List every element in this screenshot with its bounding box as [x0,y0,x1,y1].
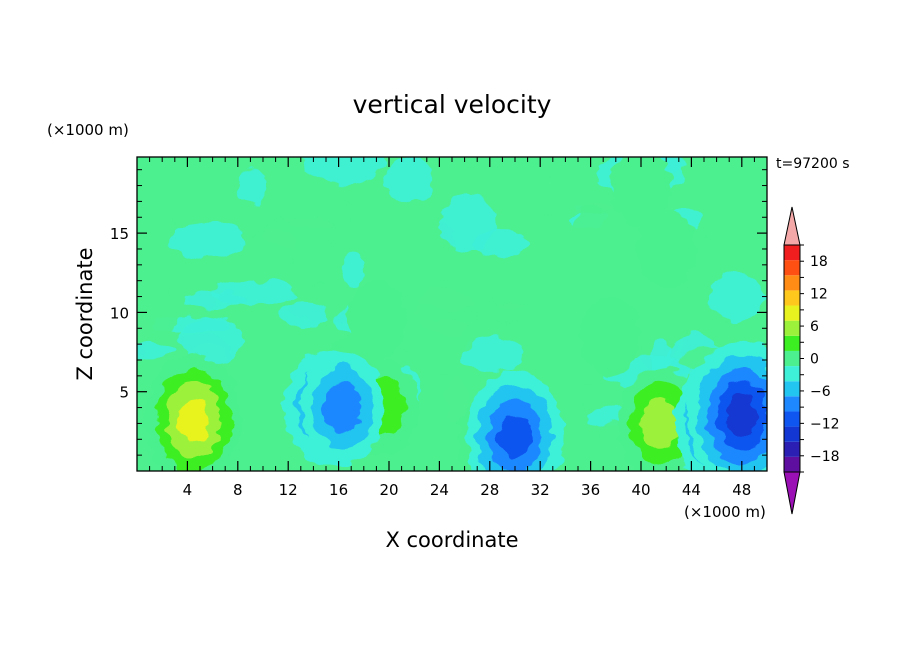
colorbar-bin [784,260,800,276]
colorbar-bin [784,305,800,321]
colorbar-bin [784,275,800,291]
y-unit-label: (×1000 m) [47,121,129,139]
contour-level [346,281,407,360]
texture-patch [263,217,342,249]
colorbar-bin [784,245,800,261]
contour-feature [300,350,385,465]
texture-patch [237,166,267,203]
contour-level [611,157,671,225]
x-tick-label: 48 [732,481,751,499]
contour-plot-area [136,156,768,472]
texture-patch [576,382,613,409]
colorbar-bin [784,396,800,412]
x-axis: 4 8 12 16 20 24 28 32 36 40 44 48 [149,157,755,499]
texture-patch [708,273,764,324]
contour-level [641,398,679,449]
colorbar-bin [784,335,800,351]
texture-patch [301,157,385,184]
y-tick-label: 10 [110,304,129,322]
colorbar-label: 12 [810,287,828,303]
texture-patch [481,163,563,177]
x-tick-label: 28 [480,481,499,499]
contour-feature [687,340,767,471]
colorbar-bin [784,320,800,336]
x-tick-label: 8 [233,481,243,499]
texture-patch [278,302,330,328]
chart-title: vertical velocity [353,90,552,119]
contour-level [636,209,697,288]
x-tick-label: 4 [183,481,193,499]
contour-level [579,297,640,376]
texture-patch [461,337,526,373]
contour-level [177,397,211,444]
colorbar-under-arrow [783,471,801,515]
y-tick-label: 15 [110,225,129,243]
colorbar-bin [784,426,800,442]
contour-level [498,413,532,460]
contour-feature [611,157,671,225]
colorbar-bin [784,456,800,472]
colorbar-bin [784,381,800,397]
colorbar-label: −6 [810,384,831,400]
colorbar-bin [784,350,800,367]
colorbar-bin [784,366,800,382]
x-tick-label: 24 [430,481,449,499]
x-tick-label: 44 [682,481,701,499]
texture-patch [169,221,246,259]
y-axis: 5 10 15 [110,169,767,456]
colorbar-label: 6 [810,319,819,335]
x-tick-label: 32 [531,481,550,499]
y-axis-label: Z coordinate [73,247,97,380]
contour-feature [467,370,563,471]
texture-patch [137,450,152,471]
texture-patch [385,157,435,204]
y-tick-label: 5 [119,384,129,402]
texture-patch [536,201,616,215]
colorbar-label: 0 [810,352,819,368]
x-tick-label: 16 [329,481,348,499]
texture-patch [137,342,174,359]
contour-level [323,382,362,433]
texture-patch [493,301,531,323]
texture-patch [137,218,180,232]
texture-patch [392,318,479,358]
x-unit-label: (×1000 m) [684,503,766,521]
colorbar-over-arrow [783,206,801,246]
colorbar-label: −12 [810,416,840,432]
texture-patch [439,195,496,250]
contour-level [726,394,758,437]
x-tick-label: 36 [581,481,600,499]
time-label: t=97200 s [776,156,850,172]
contour-feature [636,209,697,288]
contour-field [137,157,767,471]
x-tick-label: 12 [279,481,298,499]
contour-feature [145,354,242,471]
colorbar-bin [784,290,800,306]
texture-patch [183,291,248,308]
colorbar-label: 18 [810,254,828,270]
texture-patch [413,280,487,310]
texture-patch [342,250,365,288]
colorbar-bin [784,441,800,457]
texture-patch [179,318,244,364]
x-tick-label: 20 [379,481,398,499]
x-axis-label: X coordinate [385,528,518,552]
texture-patch [379,214,453,262]
colorbar-label: −18 [810,449,840,465]
contour-feature [579,297,640,376]
colorbar: −18 −12 −6 0 6 12 18 [783,206,840,515]
x-tick-label: 40 [631,481,650,499]
texture-patch [137,286,179,341]
contour-feature [346,281,407,360]
texture-patch [691,236,740,272]
colorbar-bin [784,411,800,427]
